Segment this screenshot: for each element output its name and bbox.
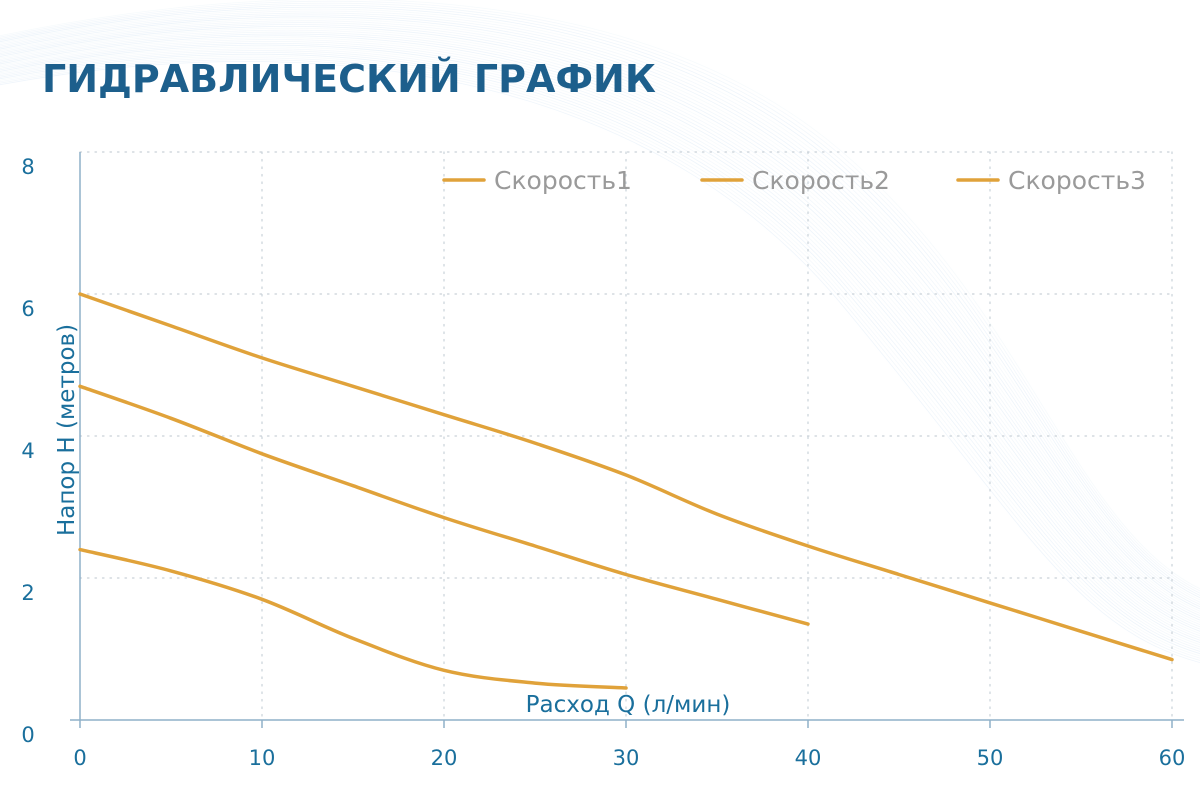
wave-line bbox=[0, 61, 1200, 663]
wave-line bbox=[0, 33, 1200, 630]
y-tick-label: 6 bbox=[21, 297, 34, 321]
x-tick-label: 10 bbox=[249, 746, 276, 770]
wave-line bbox=[0, 29, 1200, 625]
wave-line bbox=[0, 39, 1200, 637]
wave-line bbox=[0, 10, 1200, 603]
wave-line bbox=[0, 22, 1200, 616]
x-tick-label: 30 bbox=[613, 746, 640, 770]
wave-line bbox=[0, 42, 1200, 641]
series-line-1 bbox=[78, 292, 1174, 662]
x-tick-label: 60 bbox=[1159, 746, 1186, 770]
wave-line bbox=[0, 0, 1200, 592]
y-tick-label: 8 bbox=[21, 155, 34, 179]
decorative-wave-background bbox=[0, 0, 1200, 663]
x-tick-label: 50 bbox=[977, 746, 1004, 770]
wave-line bbox=[0, 8, 1200, 601]
y-axis-label: Напор H (метров) bbox=[54, 324, 80, 536]
x-tick-label: 40 bbox=[795, 746, 822, 770]
x-axis-label: Расход Q (л/мин) bbox=[526, 692, 731, 718]
wave-line bbox=[0, 53, 1200, 655]
wave-line bbox=[0, 20, 1200, 614]
wave-line bbox=[0, 4, 1200, 596]
legend-label: Скорость3 bbox=[1008, 166, 1146, 195]
wave-line bbox=[0, 18, 1200, 612]
series-line-2 bbox=[78, 384, 810, 626]
legend-item-2[interactable]: Скорость2 bbox=[700, 166, 890, 195]
wave-line bbox=[0, 57, 1200, 659]
legend-label: Скорость2 bbox=[752, 166, 890, 195]
wave-line bbox=[0, 44, 1200, 643]
wave-line bbox=[0, 31, 1200, 628]
wave-line bbox=[0, 48, 1200, 648]
chart-legend: Скорость1 Скорость2 Скорость3 bbox=[442, 166, 1146, 195]
legend-label: Скорость1 bbox=[494, 166, 632, 195]
chart-tick-labels: 0 10 20 30 40 50 60 0 2 4 6 8 bbox=[21, 155, 1185, 770]
wave-line bbox=[0, 12, 1200, 605]
x-tick-label: 0 bbox=[73, 746, 86, 770]
y-tick-label: 2 bbox=[21, 581, 34, 605]
wave-line bbox=[0, 14, 1200, 607]
wave-line bbox=[0, 46, 1200, 646]
wave-line bbox=[0, 41, 1200, 639]
wave-line bbox=[0, 27, 1200, 623]
wave-line bbox=[0, 16, 1200, 610]
y-tick-label: 4 bbox=[21, 439, 34, 463]
wave-line bbox=[0, 25, 1200, 621]
legend-item-1[interactable]: Скорость1 bbox=[442, 166, 632, 195]
x-tick-label: 20 bbox=[431, 746, 458, 770]
wave-line bbox=[0, 52, 1200, 652]
wave-line bbox=[0, 59, 1200, 661]
series-line-3 bbox=[78, 547, 628, 690]
chart-title: ГИДРАВЛИЧЕСКИЙ ГРАФИК bbox=[42, 57, 656, 101]
chart-grid bbox=[79, 151, 1173, 721]
wave-line bbox=[0, 2, 1200, 594]
wave-line bbox=[0, 55, 1200, 657]
y-tick-label: 0 bbox=[21, 723, 34, 747]
chart-series bbox=[78, 292, 1174, 690]
wave-line bbox=[0, 50, 1200, 650]
legend-item-3[interactable]: Скорость3 bbox=[956, 166, 1146, 195]
wave-line bbox=[0, 24, 1200, 619]
chart-axes bbox=[70, 152, 1184, 728]
wave-line bbox=[0, 6, 1200, 599]
wave-line bbox=[0, 37, 1200, 634]
wave-line bbox=[0, 35, 1200, 632]
wave-line bbox=[0, 0, 1200, 600]
